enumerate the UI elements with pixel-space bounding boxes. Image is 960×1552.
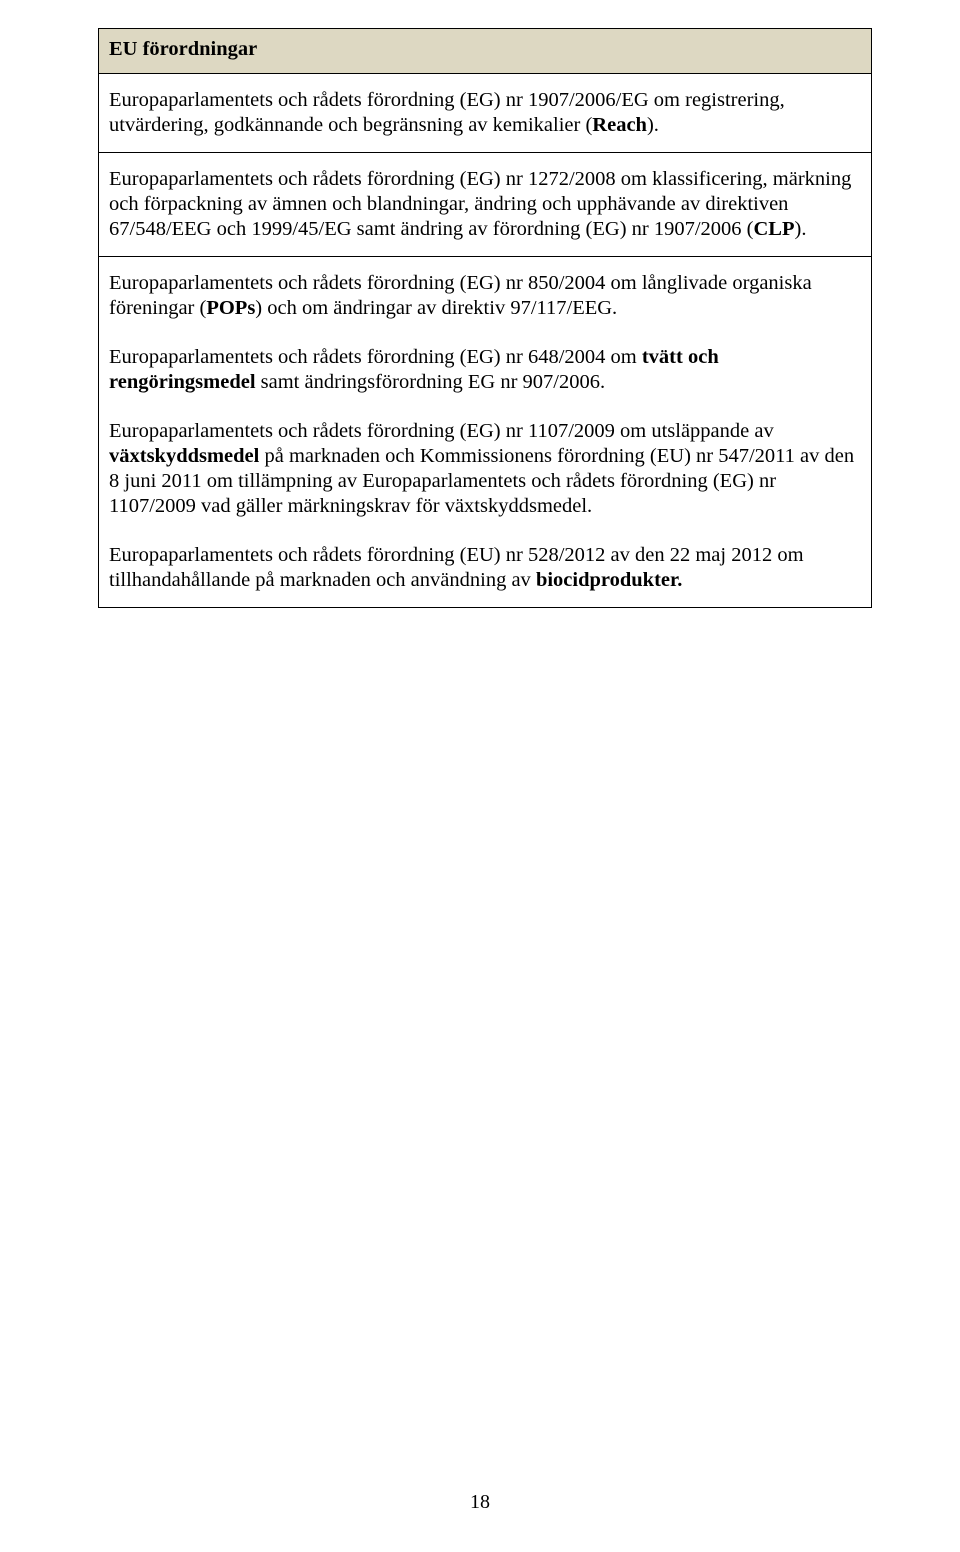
table-header-text: EU förordningar (109, 38, 257, 60)
text-bold: CLP (754, 218, 795, 240)
paragraph: Europaparlamentets och rådets förordning… (109, 345, 861, 395)
text: samt ändringsförordning EG nr 907/2006. (256, 371, 606, 393)
text: ). (795, 218, 807, 240)
regulations-table: EU förordningar Europaparlamentets och r… (98, 28, 872, 608)
text-bold: POPs (206, 297, 255, 319)
text-bold: Reach (592, 114, 647, 136)
text-bold: biocidprodukter. (536, 569, 682, 591)
text: Europaparlamentets och rådets förordning… (109, 420, 774, 442)
text: Europaparlamentets och rådets förordning… (109, 544, 804, 591)
page-number-text: 18 (470, 1491, 490, 1513)
paragraph: Europaparlamentets och rådets förordning… (109, 167, 861, 242)
text: Europaparlamentets och rådets förordning… (109, 346, 642, 368)
paragraph: Europaparlamentets och rådets förordning… (109, 271, 861, 321)
text: Europaparlamentets och rådets förordning… (109, 89, 785, 136)
text-bold: växtskyddsmedel (109, 445, 259, 467)
paragraph: Europaparlamentets och rådets förordning… (109, 88, 861, 138)
table-row: Europaparlamentets och rådets förordning… (99, 152, 872, 256)
table-row: Europaparlamentets och rådets förordning… (99, 73, 872, 152)
table-header: EU förordningar (99, 29, 872, 74)
table-row: Europaparlamentets och rådets förordning… (99, 256, 872, 607)
page: EU förordningar Europaparlamentets och r… (0, 0, 960, 1552)
text: ) och om ändringar av direktiv 97/117/EE… (255, 297, 617, 319)
page-number: 18 (0, 1491, 960, 1514)
paragraph: Europaparlamentets och rådets förordning… (109, 543, 861, 593)
text: Europaparlamentets och rådets förordning… (109, 168, 851, 240)
text: ). (647, 114, 659, 136)
paragraph: Europaparlamentets och rådets förordning… (109, 419, 861, 519)
